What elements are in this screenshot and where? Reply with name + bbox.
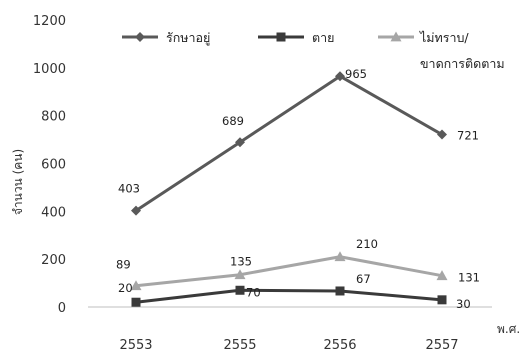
legend-marker [276,32,286,42]
series-line [135,255,443,288]
data-point [436,270,448,281]
legend-marker [390,31,402,42]
data-point [437,295,447,305]
y-tick-label: 400 [41,205,66,220]
data-point [235,285,245,295]
chart-series [130,71,448,307]
chart-legend: รักษาอยู่ ตาย ไม่ทราบ/ขาดการติดตาม [122,30,505,71]
legend-label: ตาย [312,30,334,45]
x-tick-label: 2553 [119,338,152,351]
x-tick-label: 2556 [323,338,356,351]
legend-marker [135,32,145,42]
y-tick-label: 0 [58,301,66,316]
data-label: 131 [458,271,480,285]
data-point [335,286,345,296]
data-label: 403 [118,182,140,196]
data-point [437,129,447,140]
y-axis-title: จำนวน (คน) [11,149,25,215]
data-label: 689 [222,114,244,128]
data-label: 67 [356,272,371,286]
series-line [135,288,443,304]
y-tick-label: 200 [41,253,66,268]
x-tick-label: 2557 [425,338,458,351]
data-label: 20 [118,281,133,295]
chart-axes: 0 200 400 600 800 1000 1200 2553 2555 2556 2557 [33,14,492,351]
data-point [335,71,345,82]
data-label: 135 [230,255,252,269]
data-label: 210 [356,237,378,251]
data-point [234,269,246,280]
data-label: 965 [345,67,367,81]
data-label: 89 [116,258,131,272]
data-point [131,205,141,216]
data-point [130,280,142,291]
y-tick-label: 1200 [33,14,66,29]
data-point [334,251,346,262]
y-tick-label: 1000 [33,62,66,77]
y-tick-label: 600 [41,158,66,173]
x-tick-label: 2555 [223,338,256,351]
legend-label: รักษาอยู่ [166,30,210,46]
data-point [131,297,141,307]
data-label: 30 [456,297,471,311]
x-axis-title: พ.ศ. [497,322,520,336]
legend-label: ไม่ทราบ/ [419,30,469,45]
y-tick-label: 800 [41,110,66,125]
series-line [135,74,443,212]
data-label: 721 [457,129,479,143]
legend-label: ขาดการติดตาม [420,56,505,71]
data-label: 70 [246,285,261,299]
chart-data-labels: 403 689 965 721 20 70 67 30 89 135 210 131 [116,67,480,311]
data-point [235,137,245,148]
